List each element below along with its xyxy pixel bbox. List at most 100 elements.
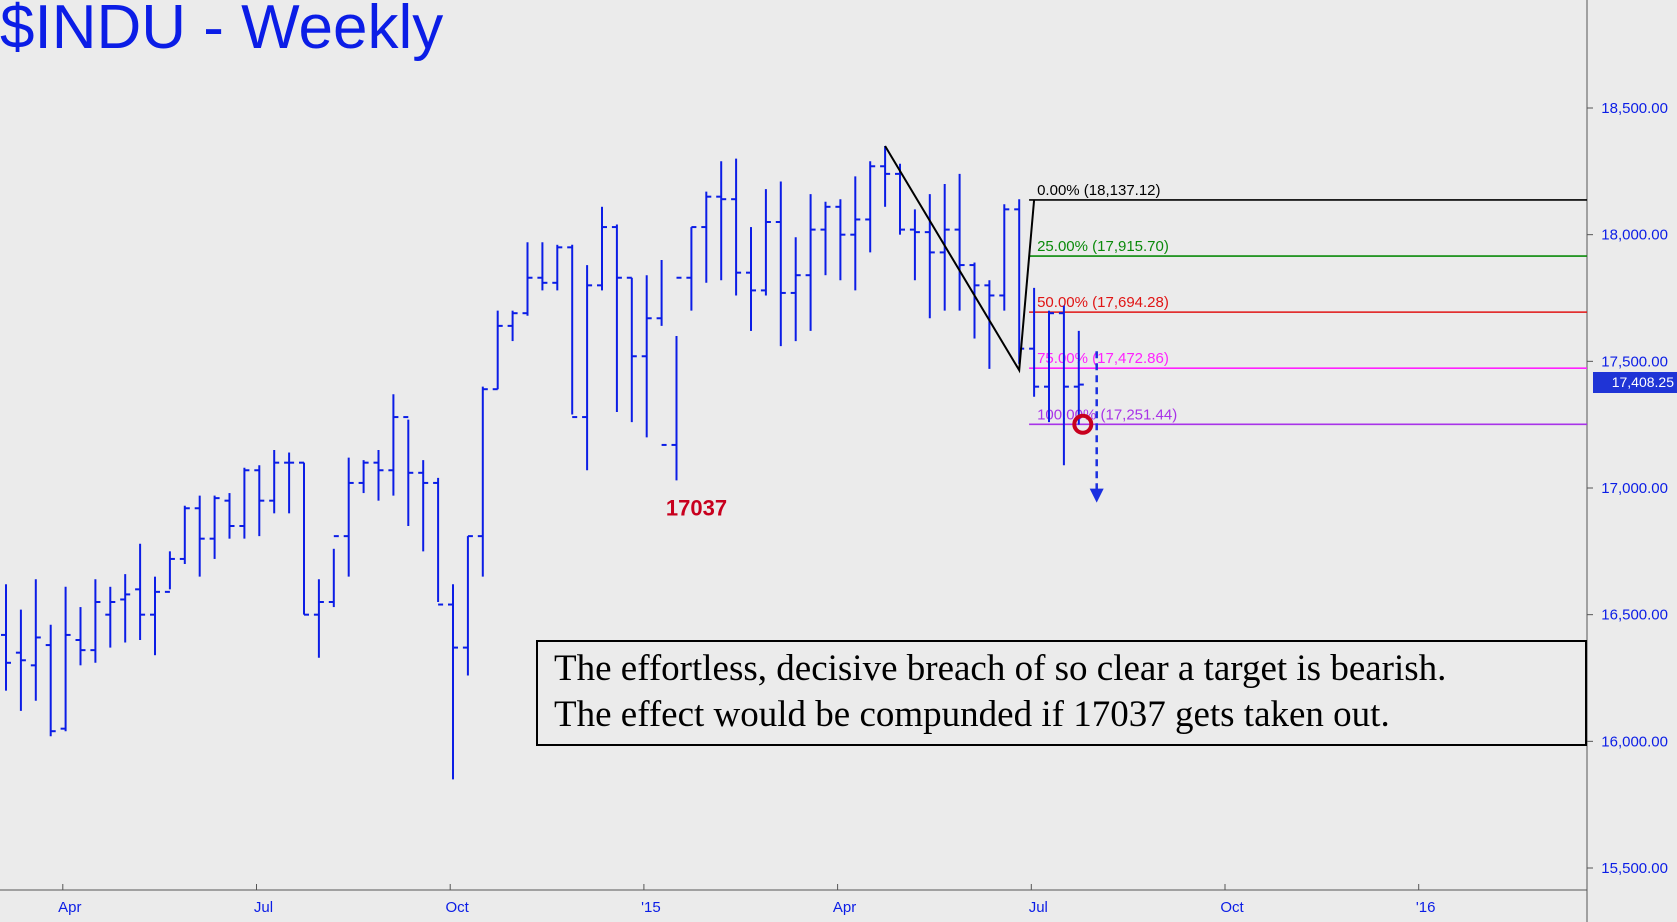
y-tick-label: 18,500.00 — [1601, 100, 1668, 117]
ohlc-bar — [60, 586, 71, 732]
ohlc-bar — [567, 244, 578, 419]
ohlc-bar — [343, 457, 354, 577]
ohlc-bar — [15, 609, 26, 711]
ohlc-bar — [790, 237, 801, 342]
x-tick-label: Apr — [833, 899, 856, 916]
chart-frame — [0, 0, 1588, 922]
ohlc-bar — [254, 465, 265, 537]
y-tick-label: 16,000.00 — [1601, 733, 1668, 750]
ohlc-bar — [492, 310, 503, 391]
ohlc-bar — [120, 574, 131, 643]
ohlc-bar — [895, 163, 905, 235]
y-tick-label: 17,500.00 — [1601, 353, 1668, 370]
ohlc-bar — [805, 194, 816, 331]
ohlc-bar — [924, 194, 935, 319]
ohlc-bar — [850, 176, 861, 291]
ohlc-bar — [239, 467, 250, 539]
ohlc-bar — [1058, 305, 1069, 466]
chart-title: $INDU - Weekly — [0, 0, 444, 62]
ohlc-bar — [716, 161, 727, 281]
ohlc-bar — [746, 227, 756, 331]
fib-level-label: 25.00% (17,915.70) — [1037, 238, 1169, 255]
x-tick-label: Jul — [1029, 899, 1048, 916]
ohlc-bar — [477, 386, 488, 577]
ohlc-bar — [150, 576, 160, 656]
ohlc-bar — [522, 242, 533, 316]
ohlc-bar — [90, 579, 101, 663]
ohlc-bar — [45, 624, 56, 737]
x-tick-label: '15 — [641, 899, 661, 916]
ohlc-bar — [582, 265, 593, 471]
ohlc-bar — [1, 584, 11, 691]
commentary-line-2: The effect would be compunded if 17037 g… — [554, 694, 1390, 735]
fib-level-label: 0.00% (18,137.12) — [1037, 182, 1160, 199]
ohlc-bar — [328, 535, 339, 608]
fib-level-label: 100.00% (17,251.44) — [1037, 406, 1177, 423]
ohlc-bar — [760, 189, 771, 296]
projection-arrow-head — [1089, 488, 1104, 503]
ohlc-bar — [597, 206, 607, 291]
ohlc-bar — [641, 275, 652, 438]
zigzag-line — [884, 145, 1036, 374]
x-tick-label: Apr — [58, 899, 81, 916]
ohlc-bar — [686, 226, 697, 311]
ohlc-bar — [269, 450, 280, 514]
fibonacci-levels: 0.00% (18,137.12) 25.00% (17,915.70) 50.00… — [1029, 182, 1587, 426]
ohlc-bar — [388, 394, 399, 496]
y-tick-label: 18,000.00 — [1601, 227, 1668, 244]
ohlc-bar — [775, 181, 786, 347]
commentary-line-1: The effortless, decisive breach of so cl… — [554, 648, 1447, 689]
ohlc-bar — [731, 158, 742, 296]
ohlc-bar — [448, 584, 458, 780]
ohlc-bar — [373, 450, 384, 501]
ohlc-bar — [313, 579, 324, 658]
ohlc-bar — [656, 260, 667, 446]
ohlc-bar — [552, 244, 563, 291]
chart-axes: 15,500.00 16,000.00 16,500.00 17,000.00 17,5… — [58, 100, 1668, 916]
commentary-box: The effortless, decisive breach of so cl… — [536, 640, 1587, 746]
ohlc-bar — [611, 224, 622, 412]
ohlc-bar — [284, 452, 295, 514]
ohlc-bar — [105, 586, 116, 648]
x-tick-label: Oct — [1220, 899, 1244, 916]
target-marker — [1072, 413, 1094, 435]
ohlc-bar — [984, 280, 995, 369]
ohlc-bar — [909, 209, 920, 281]
price-bars — [1, 146, 1084, 780]
ohlc-bar — [1044, 310, 1054, 423]
ohlc-bar — [1029, 287, 1040, 397]
ohlc-bar — [418, 460, 429, 552]
ohlc-bar — [299, 461, 309, 616]
y-tick-label: 17,000.00 — [1601, 480, 1668, 497]
y-tick-label: 16,500.00 — [1601, 607, 1668, 624]
ohlc-bar — [30, 579, 41, 701]
ohlc-bar — [507, 310, 518, 342]
ohlc-bar — [164, 551, 175, 593]
chart-annotations: 17037 — [666, 351, 1104, 521]
ohlc-bar — [179, 505, 190, 564]
ohlc-bar — [358, 460, 369, 494]
ohlc-bar — [135, 543, 146, 640]
ohlc-bar — [969, 262, 980, 339]
x-tick-label: Oct — [446, 899, 470, 916]
ohlc-bar — [75, 607, 86, 666]
ohlc-bar — [626, 276, 637, 423]
last-price-tag: 17,408.25 — [1593, 372, 1677, 393]
ohlc-bar — [820, 201, 831, 276]
ohlc-bar — [537, 242, 548, 291]
ohlc-bar — [835, 199, 846, 281]
fib-level-label: 50.00% (17,694.28) — [1037, 294, 1169, 311]
x-tick-label: '16 — [1416, 899, 1436, 916]
ohlc-bar — [194, 495, 205, 577]
ohlc-bar — [209, 495, 220, 559]
ohlc-bar — [403, 416, 414, 526]
ohlc-bar — [865, 161, 876, 253]
zigzag-pattern — [884, 145, 1036, 374]
y-tick-label: 15,500.00 — [1601, 860, 1668, 877]
ohlc-bar — [224, 493, 235, 539]
fib-level-label: 75.00% (17,472.86) — [1037, 350, 1169, 367]
ohlc-bar — [954, 173, 965, 311]
ohlc-bar — [671, 276, 682, 481]
ohlc-bar — [1073, 330, 1084, 425]
